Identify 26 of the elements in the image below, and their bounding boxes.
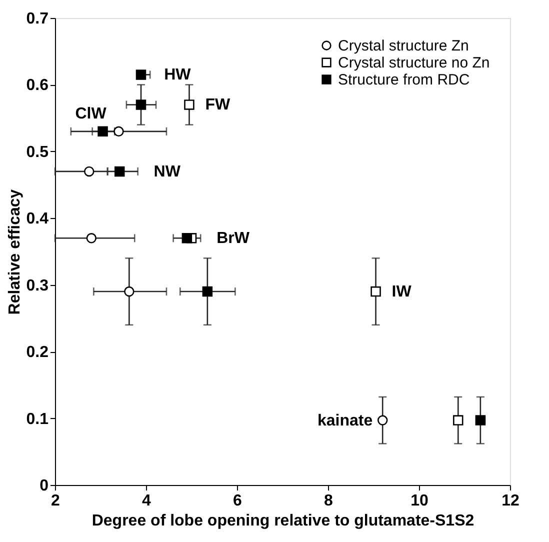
annotation: ClW bbox=[75, 105, 108, 122]
y-tick-label: 0.4 bbox=[26, 210, 49, 228]
annotation: IW bbox=[392, 284, 412, 301]
x-tick-label: 6 bbox=[233, 492, 242, 510]
y-tick-label: 0 bbox=[40, 478, 49, 494]
annotation: NW bbox=[154, 163, 182, 180]
annotation: FW bbox=[205, 96, 231, 114]
y-tick-label: 0.3 bbox=[26, 277, 49, 294]
y-tick-label: 0.2 bbox=[26, 344, 49, 362]
annotation: HW bbox=[164, 66, 192, 84]
y-tick-label: 0.5 bbox=[26, 144, 49, 161]
y-axis-title: Relative efficacy bbox=[6, 189, 24, 315]
legend-label: Crystal structure no Zn bbox=[338, 54, 490, 72]
x-tick-label: 8 bbox=[324, 492, 334, 510]
annotation: kainate bbox=[317, 412, 373, 430]
legend-label: Structure from RDC bbox=[338, 72, 470, 88]
x-tick-label: 10 bbox=[410, 492, 428, 510]
y-tick-label: 0.7 bbox=[26, 10, 49, 28]
x-tick-label: 2 bbox=[51, 492, 60, 510]
annotation: BrW bbox=[216, 230, 250, 248]
y-tick-label: 0.1 bbox=[26, 410, 49, 428]
x-axis-title: Degree of lobe opening relative to glutamate-S1S2 bbox=[92, 512, 474, 530]
y-tick-label: 0.6 bbox=[26, 77, 49, 94]
legend-label: Crystal structure Zn bbox=[338, 38, 469, 54]
x-tick-label: 12 bbox=[502, 492, 520, 510]
x-tick-label: 4 bbox=[142, 492, 152, 510]
